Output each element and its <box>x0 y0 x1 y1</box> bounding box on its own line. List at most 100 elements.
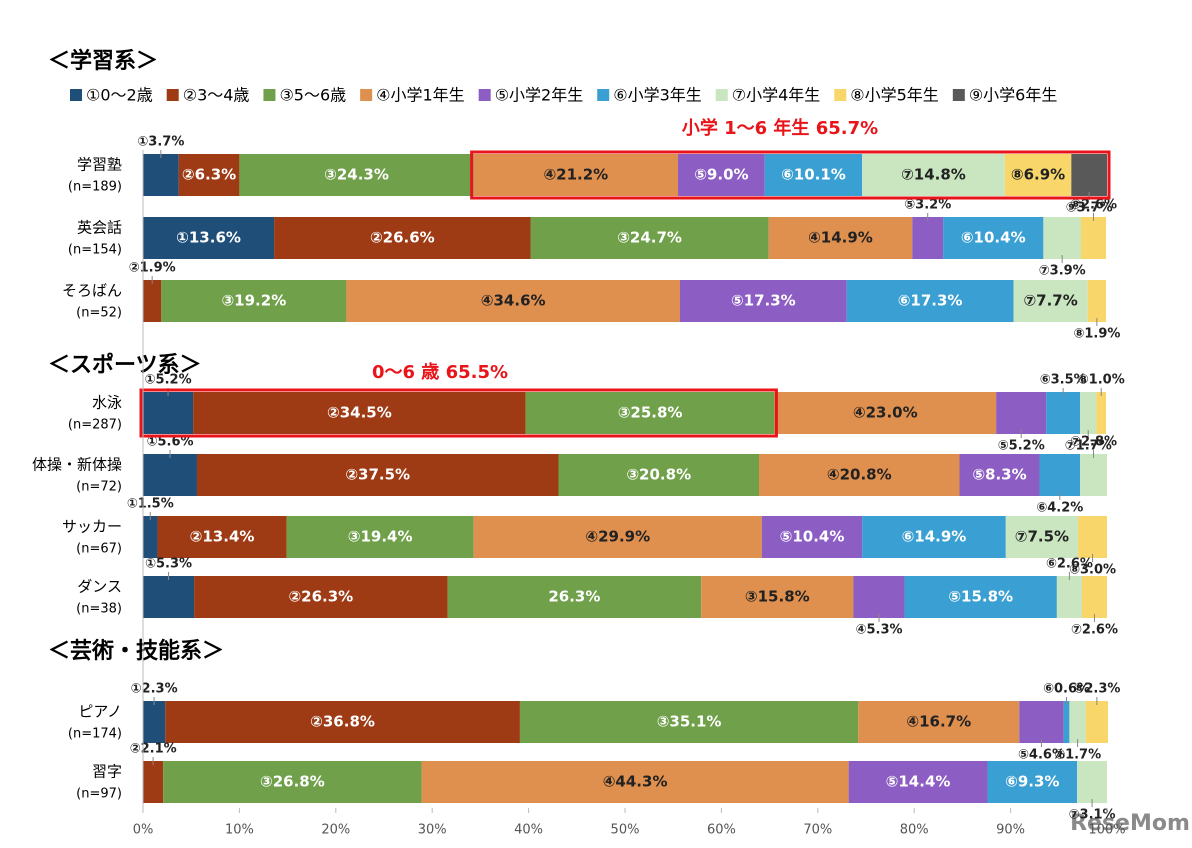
data-label: ⑦2.8% <box>1070 435 1117 450</box>
bar-segment <box>157 516 287 558</box>
legend-swatch <box>597 89 610 101</box>
data-label: ②26.6% <box>370 229 435 247</box>
data-label: ③24.3% <box>324 166 389 184</box>
data-label: ⑤3.2% <box>904 198 951 213</box>
bar-segment <box>853 576 905 618</box>
data-label: ⑤5.2% <box>998 439 1045 454</box>
x-tick-label: 100% <box>1088 823 1125 838</box>
legend-label: ②3～4歳 <box>183 86 250 105</box>
bar-segment <box>848 761 988 803</box>
bar-segment <box>943 217 1044 259</box>
data-label: ⑤9.0% <box>694 166 748 184</box>
data-label: ①5.6% <box>146 435 193 450</box>
bar-segment <box>1085 701 1108 743</box>
data-label: ⑤15.8% <box>948 588 1013 606</box>
data-label: ③20.8% <box>626 466 691 484</box>
legend-label: ⑤小学2年生 <box>495 86 584 105</box>
data-label: ⑥9.3% <box>1005 773 1059 791</box>
legend-swatch <box>166 89 179 101</box>
legend-swatch <box>478 89 491 101</box>
category-label: ダンス <box>77 578 122 596</box>
bar-segment <box>286 516 474 558</box>
bar-segment <box>274 217 531 259</box>
data-label: ②2.1% <box>130 742 177 757</box>
data-label: ⑥17.3% <box>898 292 963 310</box>
legend-label: ⑨小学6年生 <box>969 86 1058 105</box>
section-title: ＜芸術・技能系＞ <box>48 638 224 664</box>
data-label: ④14.9% <box>808 229 873 247</box>
bar-segment <box>161 280 347 322</box>
sample-size: (n=97) <box>76 787 122 802</box>
bar-segment <box>1056 576 1082 618</box>
category-label: 体操・新体操 <box>32 456 122 474</box>
data-label: ③25.8% <box>618 404 683 422</box>
legend-swatch <box>70 89 82 101</box>
data-label: ①5.3% <box>145 557 192 572</box>
data-label: ③26.8% <box>260 773 325 791</box>
data-label: ④5.3% <box>855 623 902 638</box>
data-label: ①1.5% <box>127 497 174 512</box>
data-label: ⑤14.4% <box>886 773 951 791</box>
data-label: ③19.4% <box>348 528 413 546</box>
bar-segment <box>525 392 775 434</box>
data-label: ⑥10.1% <box>781 166 846 184</box>
x-tick-label: 60% <box>707 823 736 838</box>
data-label: ⑥2.6% <box>1046 557 1093 572</box>
bar-segment <box>143 392 194 434</box>
bar-segment <box>761 516 863 558</box>
data-label: ④20.8% <box>827 466 892 484</box>
sample-size: (n=174) <box>68 727 122 742</box>
data-label: ①2.3% <box>131 682 178 697</box>
data-label: ②36.8% <box>310 713 375 731</box>
bar-segment <box>862 516 1006 558</box>
bar-segment <box>701 576 854 618</box>
data-label: ③24.7% <box>617 229 682 247</box>
bar-segment <box>1081 576 1107 618</box>
bar-segment <box>447 576 702 618</box>
bar-segment <box>473 516 762 558</box>
bar-segment <box>1013 280 1088 322</box>
sample-size: (n=38) <box>76 602 122 617</box>
legend-swatch <box>360 89 373 101</box>
bar-segment <box>904 576 1057 618</box>
x-tick-label: 20% <box>321 823 350 838</box>
bar-segment <box>1069 701 1086 743</box>
data-label: ③35.1% <box>657 713 722 731</box>
watermark: ReseMom <box>1070 811 1190 836</box>
bar-segment <box>912 217 944 259</box>
bar-segment <box>194 576 448 618</box>
data-label: ⑦3.9% <box>1039 264 1086 279</box>
legend-swatch <box>263 89 276 101</box>
bar-segment <box>143 217 275 259</box>
bar-segment <box>846 280 1014 322</box>
data-label: ⑥10.4% <box>961 229 1026 247</box>
legend-label: ④小学1年生 <box>376 86 465 105</box>
x-tick-label: 40% <box>514 823 543 838</box>
data-label: ⑥14.9% <box>902 528 967 546</box>
bar-segment <box>165 701 520 743</box>
sample-size: (n=72) <box>76 480 122 495</box>
bar-segment <box>1004 154 1072 196</box>
data-label: ⑥0.6% <box>1043 682 1090 697</box>
data-label: ⑧3.0% <box>1069 563 1116 578</box>
bar-segment <box>959 454 1040 496</box>
bar-segment <box>1080 392 1097 434</box>
legend-swatch <box>834 89 847 101</box>
bar-segment <box>768 217 913 259</box>
category-label: 英会話 <box>77 219 122 237</box>
data-label: ④34.6% <box>481 292 546 310</box>
sample-size: (n=154) <box>68 243 122 258</box>
data-label: ⑦1.7% <box>1065 439 1112 454</box>
data-label: ②34.5% <box>327 404 392 422</box>
x-tick-label: 50% <box>611 823 640 838</box>
bar-segment <box>239 154 474 196</box>
data-label: ⑤8.3% <box>972 466 1026 484</box>
bar-segment <box>143 280 162 322</box>
legend-swatch <box>715 89 728 101</box>
category-label: ピアノ <box>78 703 122 721</box>
bar-segment <box>1046 392 1081 434</box>
data-label: ⑦7.7% <box>1023 292 1077 310</box>
bar-segment <box>178 154 240 196</box>
bar-segment <box>143 761 164 803</box>
data-label: ①3.7% <box>137 135 184 150</box>
